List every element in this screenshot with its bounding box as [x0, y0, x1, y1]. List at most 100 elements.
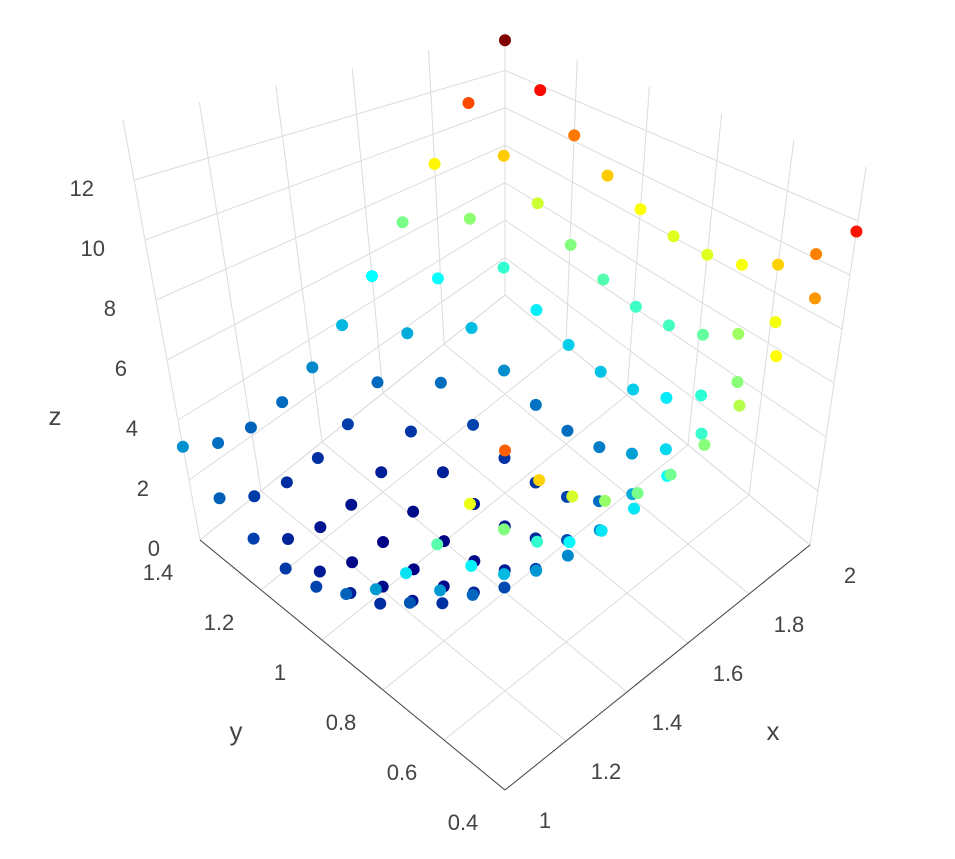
marker	[701, 248, 714, 261]
marker	[400, 567, 413, 580]
marker	[534, 84, 547, 97]
marker	[695, 389, 708, 402]
marker	[695, 427, 708, 440]
marker	[664, 468, 677, 481]
grid-line	[275, 85, 323, 443]
z-tick-label: 8	[104, 296, 116, 321]
marker	[499, 444, 511, 457]
marker	[341, 418, 354, 431]
marker	[212, 437, 225, 450]
x-tick-label: 2	[844, 563, 856, 588]
marker	[463, 212, 476, 225]
marker	[403, 596, 416, 609]
marker	[466, 588, 479, 601]
z-axis-title: z	[49, 401, 62, 431]
z-tick-label: 12	[70, 176, 94, 201]
grid-line	[351, 67, 384, 394]
grid-line	[565, 59, 578, 346]
grid-line	[504, 182, 835, 384]
marker	[407, 505, 420, 518]
marker	[462, 97, 475, 110]
marker	[597, 273, 610, 286]
z-tick-label: 2	[137, 476, 149, 501]
z-tick-label: 6	[115, 356, 127, 381]
marker	[563, 536, 576, 549]
marker	[498, 581, 511, 594]
marker	[594, 365, 607, 378]
marker	[698, 438, 711, 451]
marker	[396, 216, 409, 229]
marker	[696, 328, 709, 341]
marker	[463, 497, 476, 510]
marker	[667, 230, 680, 243]
marker	[336, 319, 349, 332]
marker	[365, 270, 378, 283]
marker	[431, 272, 444, 285]
marker	[531, 197, 544, 210]
marker	[247, 532, 260, 545]
z-tick-label: 10	[81, 236, 105, 261]
marker	[280, 476, 293, 489]
marker	[598, 494, 611, 507]
marker	[436, 597, 449, 610]
marker	[369, 583, 382, 596]
grid-line	[122, 119, 201, 541]
marker	[311, 452, 324, 465]
x-axis-title: x	[767, 716, 780, 746]
marker	[498, 364, 511, 377]
marker	[810, 248, 823, 261]
marker	[428, 157, 441, 170]
marker	[282, 533, 295, 546]
marker	[733, 399, 746, 412]
y-tick-label: 0.4	[448, 810, 479, 835]
marker	[662, 319, 675, 332]
marker	[629, 300, 642, 313]
grid-line	[133, 69, 506, 181]
marker	[377, 536, 390, 549]
marker	[735, 258, 748, 271]
marker	[248, 490, 261, 503]
marker	[434, 376, 447, 389]
grid-line	[443, 494, 750, 741]
marker	[371, 376, 384, 389]
grid-line	[382, 392, 689, 644]
marker	[498, 568, 511, 581]
marker	[345, 498, 358, 511]
grid-line	[504, 69, 859, 222]
marker	[436, 466, 449, 479]
marker	[732, 327, 745, 340]
y-tick-label: 0.6	[387, 760, 418, 785]
marker	[530, 564, 543, 577]
marker	[404, 425, 417, 438]
y-tick-label: 1.4	[143, 560, 174, 585]
marker	[279, 562, 292, 575]
grid-line	[626, 86, 650, 396]
marker	[631, 487, 644, 500]
marker	[601, 169, 614, 182]
marker	[533, 474, 546, 487]
grid-line	[260, 490, 567, 742]
marker	[568, 129, 581, 142]
marker	[314, 521, 327, 534]
marker	[531, 535, 544, 548]
marker	[769, 316, 782, 329]
x-tick-label: 1.4	[652, 710, 683, 735]
y-axis-title: y	[230, 716, 243, 746]
marker	[634, 203, 647, 216]
axis-line	[504, 544, 811, 791]
marker	[561, 424, 574, 437]
grid-line	[504, 294, 811, 546]
grid-line	[144, 107, 506, 241]
marker	[499, 34, 511, 47]
x-tick-label: 1.6	[713, 661, 744, 686]
marker	[401, 327, 414, 340]
marker	[306, 361, 319, 374]
marker	[529, 398, 542, 411]
marker	[772, 258, 785, 271]
marker	[244, 421, 257, 434]
marker	[467, 418, 480, 431]
marker	[498, 523, 511, 536]
marker	[595, 524, 608, 537]
marker	[465, 559, 478, 572]
